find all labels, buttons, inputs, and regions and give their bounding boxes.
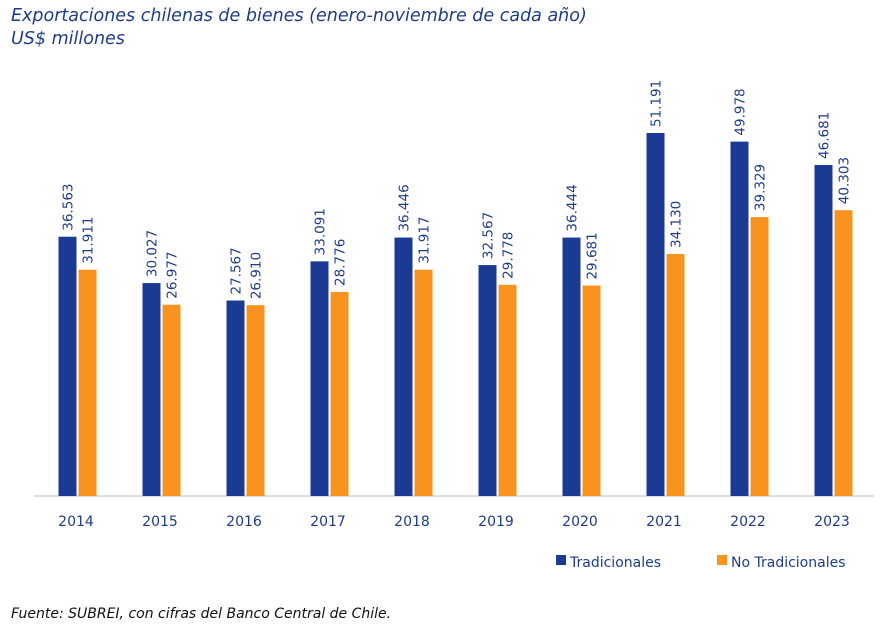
chart-subtitle: US$ millones bbox=[11, 29, 125, 49]
legend-item-tradicionales-label: Tradicionales bbox=[569, 555, 661, 571]
x-tick-label-2022: 2022 bbox=[730, 514, 766, 530]
bar-no-tradicionales-2019 bbox=[498, 284, 517, 496]
data-label-no-tradicionales-2015: 26.977 bbox=[165, 251, 181, 298]
bar-tradicionales-2019 bbox=[478, 265, 497, 496]
bar-tradicionales-2020 bbox=[562, 237, 581, 496]
source-note: Fuente: SUBREI, con cifras del Banco Cen… bbox=[11, 606, 392, 622]
bar-tradicionales-2017 bbox=[310, 261, 329, 496]
data-label-tradicionales-2015: 30.027 bbox=[145, 230, 161, 277]
data-label-tradicionales-2016: 27.567 bbox=[229, 247, 245, 294]
bar-no-tradicionales-2014 bbox=[78, 269, 97, 496]
data-label-no-tradicionales-2021: 34.130 bbox=[669, 201, 685, 248]
bar-no-tradicionales-2016 bbox=[246, 305, 265, 496]
x-tick-label-2019: 2019 bbox=[478, 514, 514, 530]
x-tick-label-2020: 2020 bbox=[562, 514, 598, 530]
bar-tradicionales-2015 bbox=[142, 283, 161, 496]
legend-item-no-tradicionales-swatch bbox=[717, 555, 727, 565]
data-label-tradicionales-2017: 33.091 bbox=[313, 208, 329, 255]
x-tick-label-2021: 2021 bbox=[646, 514, 682, 530]
bar-no-tradicionales-2015 bbox=[162, 304, 181, 496]
bar-no-tradicionales-2023 bbox=[834, 210, 853, 496]
bar-no-tradicionales-2017 bbox=[330, 291, 349, 496]
data-label-no-tradicionales-2019: 29.778 bbox=[501, 232, 517, 279]
x-tick-label-2015: 2015 bbox=[142, 514, 178, 530]
data-label-tradicionales-2022: 49.978 bbox=[733, 88, 749, 135]
chart-title: Exportaciones chilenas de bienes (enero-… bbox=[11, 6, 587, 26]
x-tick-label-2023: 2023 bbox=[814, 514, 850, 530]
data-label-tradicionales-2023: 46.681 bbox=[817, 112, 833, 159]
bar-tradicionales-2018 bbox=[394, 237, 413, 497]
data-label-no-tradicionales-2020: 29.681 bbox=[585, 232, 601, 279]
bar-no-tradicionales-2020 bbox=[582, 285, 601, 496]
data-label-tradicionales-2019: 32.567 bbox=[481, 212, 497, 259]
bar-tradicionales-2016 bbox=[226, 300, 245, 496]
x-tick-label-2018: 2018 bbox=[394, 514, 430, 530]
data-label-no-tradicionales-2018: 31.917 bbox=[417, 216, 433, 263]
x-tick-label-2014: 2014 bbox=[58, 514, 94, 530]
data-label-no-tradicionales-2023: 40.303 bbox=[837, 157, 853, 204]
bar-no-tradicionales-2022 bbox=[750, 217, 769, 497]
data-label-no-tradicionales-2014: 31.911 bbox=[81, 216, 97, 263]
data-label-no-tradicionales-2016: 26.910 bbox=[249, 252, 265, 299]
data-label-no-tradicionales-2017: 28.776 bbox=[333, 239, 349, 286]
bar-tradicionales-2021 bbox=[646, 133, 665, 496]
data-label-tradicionales-2020: 36.444 bbox=[565, 184, 581, 231]
bar-tradicionales-2014 bbox=[58, 236, 77, 497]
data-label-tradicionales-2014: 36.563 bbox=[61, 183, 77, 230]
bar-no-tradicionales-2021 bbox=[666, 253, 685, 496]
data-label-tradicionales-2021: 51.191 bbox=[649, 80, 665, 127]
legend-item-tradicionales-swatch bbox=[556, 555, 566, 565]
x-tick-label-2016: 2016 bbox=[226, 514, 262, 530]
legend-item-no-tradicionales-label: No Tradicionales bbox=[731, 555, 846, 571]
bar-tradicionales-2023 bbox=[814, 164, 833, 496]
data-label-no-tradicionales-2022: 39.329 bbox=[753, 164, 769, 211]
bar-tradicionales-2022 bbox=[730, 141, 749, 496]
data-label-tradicionales-2018: 36.446 bbox=[397, 184, 413, 231]
x-tick-label-2017: 2017 bbox=[310, 514, 346, 530]
bar-no-tradicionales-2018 bbox=[414, 269, 433, 496]
